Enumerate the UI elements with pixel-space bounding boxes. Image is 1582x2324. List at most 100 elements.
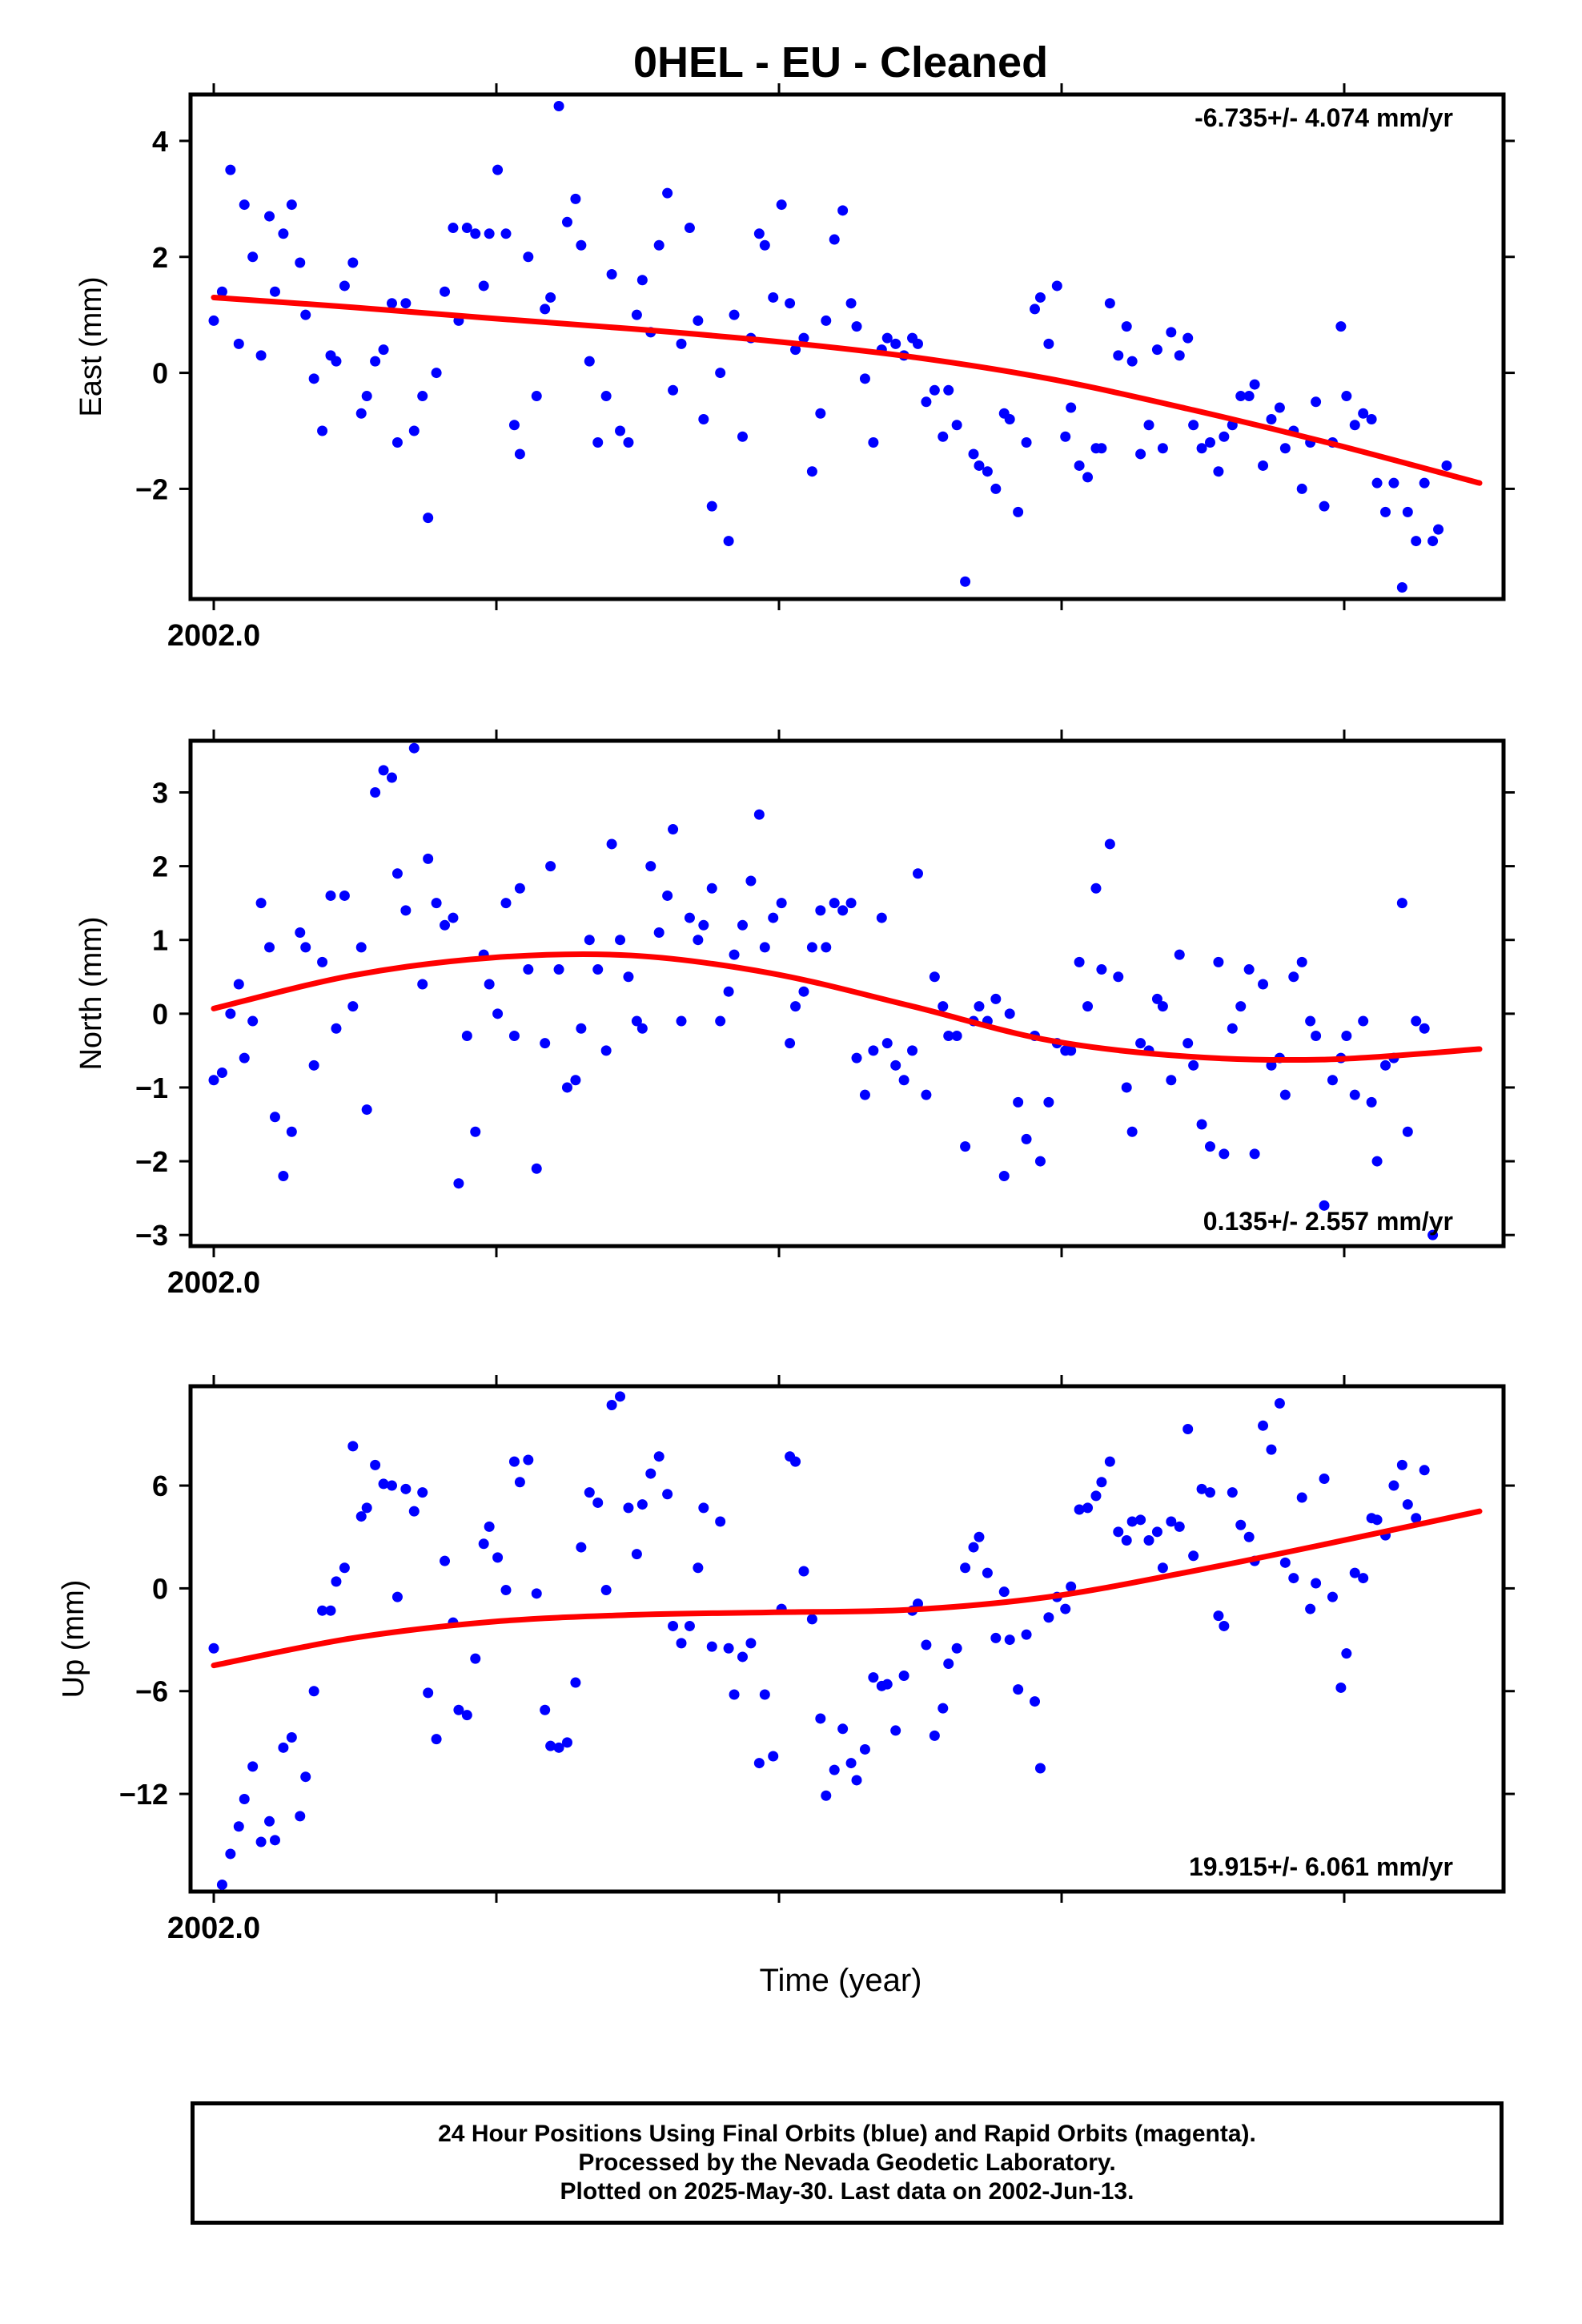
data-point bbox=[1358, 1015, 1369, 1027]
data-point bbox=[1341, 391, 1352, 402]
data-point bbox=[400, 298, 412, 309]
data-point bbox=[1358, 408, 1369, 419]
data-point bbox=[982, 1567, 993, 1578]
data-point bbox=[1034, 1156, 1046, 1167]
data-point bbox=[400, 1483, 412, 1494]
data-point bbox=[868, 1045, 879, 1056]
data-point bbox=[1082, 1502, 1094, 1514]
data-point bbox=[1135, 1038, 1146, 1049]
data-point bbox=[576, 1542, 587, 1553]
data-point bbox=[753, 1758, 765, 1769]
data-point bbox=[636, 1023, 648, 1034]
data-point bbox=[500, 228, 512, 239]
data-point bbox=[545, 1740, 556, 1751]
data-point bbox=[531, 1588, 542, 1599]
data-point bbox=[1113, 1526, 1124, 1538]
data-point bbox=[1450, 0, 1460, 6]
data-point bbox=[684, 1620, 695, 1631]
data-point bbox=[545, 292, 556, 303]
data-point bbox=[347, 1441, 359, 1452]
data-point bbox=[815, 905, 826, 916]
data-point bbox=[347, 1001, 359, 1012]
data-point bbox=[484, 228, 495, 239]
data-point bbox=[1266, 1444, 1277, 1455]
plot-frame bbox=[188, 1384, 1506, 1894]
data-point bbox=[386, 1480, 397, 1491]
data-point bbox=[600, 1045, 612, 1056]
data-point bbox=[1204, 1487, 1215, 1498]
data-point bbox=[790, 344, 801, 356]
data-point bbox=[785, 1038, 796, 1049]
data-point bbox=[929, 1730, 940, 1741]
data-point bbox=[623, 1502, 634, 1514]
data-point bbox=[881, 332, 893, 344]
data-point bbox=[668, 384, 679, 396]
data-point bbox=[325, 1605, 336, 1616]
data-point bbox=[584, 1487, 595, 1498]
data-point bbox=[1151, 344, 1162, 356]
data-point bbox=[440, 919, 451, 931]
data-point bbox=[960, 576, 971, 587]
data-point bbox=[815, 1713, 826, 1724]
plot-frame bbox=[188, 92, 1506, 601]
data-point bbox=[631, 309, 642, 320]
data-point bbox=[1096, 443, 1107, 454]
data-point bbox=[208, 1075, 219, 1086]
data-point bbox=[255, 1836, 267, 1848]
data-point bbox=[929, 971, 940, 983]
data-point bbox=[1121, 321, 1132, 332]
x-tick-label: 2002.0 bbox=[167, 619, 260, 653]
data-point bbox=[898, 1670, 909, 1681]
data-point bbox=[938, 1703, 949, 1714]
data-point bbox=[1319, 501, 1330, 512]
data-point bbox=[523, 964, 534, 975]
data-point bbox=[1182, 332, 1194, 344]
data-point bbox=[698, 414, 709, 425]
data-point bbox=[1279, 1089, 1291, 1100]
data-point bbox=[943, 1030, 954, 1041]
data-point bbox=[753, 809, 765, 820]
data-point bbox=[776, 199, 787, 211]
data-point bbox=[1096, 964, 1107, 975]
data-point bbox=[1082, 1001, 1094, 1012]
data-point bbox=[929, 384, 940, 396]
data-point bbox=[247, 1761, 259, 1772]
data-point bbox=[461, 1030, 472, 1041]
data-point bbox=[508, 420, 520, 431]
data-point bbox=[1188, 420, 1199, 431]
data-point bbox=[737, 919, 748, 931]
data-point bbox=[1219, 431, 1230, 442]
data-point bbox=[553, 964, 564, 975]
data-point bbox=[645, 1468, 656, 1479]
data-point bbox=[851, 321, 862, 332]
data-point bbox=[1366, 1096, 1377, 1108]
data-point bbox=[1319, 1474, 1330, 1485]
data-point bbox=[1082, 472, 1094, 483]
fit-curve bbox=[211, 294, 1483, 486]
data-point bbox=[1419, 477, 1430, 489]
data-point bbox=[806, 942, 817, 953]
data-point bbox=[968, 1542, 979, 1553]
x-axis-label: Time (year) bbox=[760, 1963, 922, 1998]
data-point bbox=[693, 1562, 704, 1574]
data-point bbox=[1380, 1059, 1391, 1071]
y-tick-label: 6 bbox=[152, 1470, 168, 1502]
data-point bbox=[1411, 536, 1422, 547]
data-point bbox=[386, 772, 397, 783]
data-point bbox=[829, 234, 840, 245]
data-point bbox=[859, 1743, 870, 1755]
data-point bbox=[676, 338, 687, 349]
data-point bbox=[269, 1835, 280, 1846]
data-point bbox=[355, 942, 367, 953]
data-point bbox=[1450, 0, 1460, 6]
caption-line-3: Plotted on 2025-May-30. Last data on 200… bbox=[560, 2178, 1134, 2205]
data-point bbox=[1371, 1156, 1383, 1167]
data-point bbox=[1402, 1499, 1413, 1510]
data-point bbox=[859, 1089, 870, 1100]
data-point bbox=[540, 1038, 551, 1049]
caption-line-1: 24 Hour Positions Using Final Orbits (bl… bbox=[438, 2121, 1256, 2147]
caption-line-2: Processed by the Nevada Geodetic Laborat… bbox=[578, 2149, 1116, 2176]
data-point bbox=[1235, 1519, 1247, 1530]
data-point bbox=[233, 979, 244, 990]
